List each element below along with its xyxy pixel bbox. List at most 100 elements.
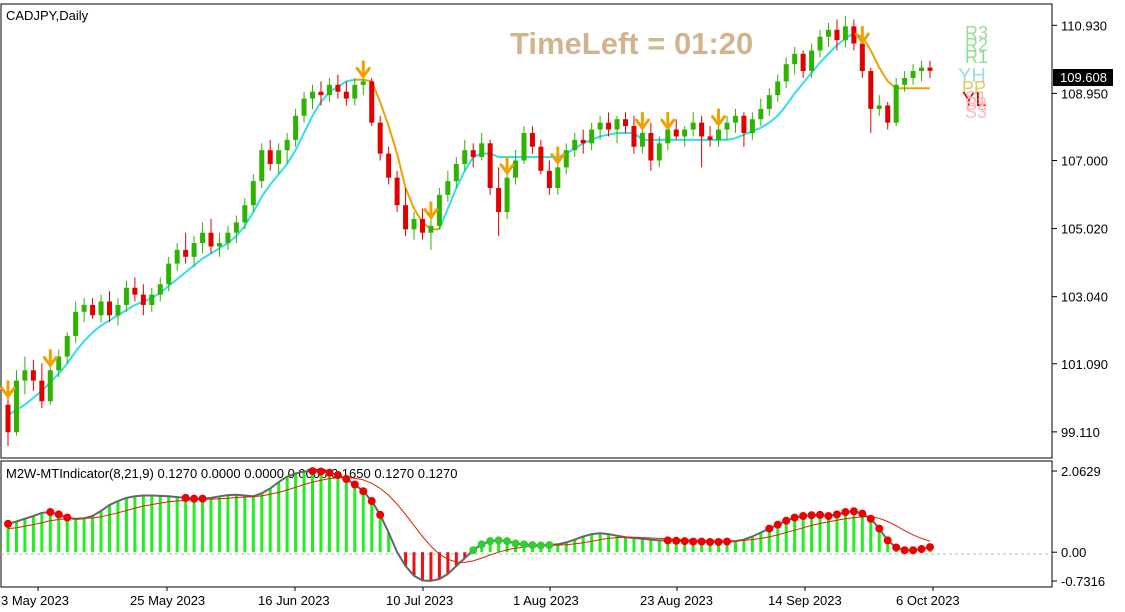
signal-line-segment — [802, 72, 813, 84]
signal-line-segment — [83, 331, 94, 342]
candle-body — [631, 126, 637, 147]
arrow-chevron — [854, 32, 870, 45]
time-tick-label: 10 Jul 2023 — [386, 593, 453, 608]
indicator-dot-red — [689, 537, 698, 546]
indicator-dot-red — [367, 497, 376, 506]
indicator-dot-red — [765, 524, 774, 533]
candle-body — [284, 139, 290, 151]
indicator-panel[interactable]: M2W-MTIndicator(8,21,9) 0.1270 0.0000 0.… — [0, 460, 1053, 588]
signal-line-segment — [455, 170, 466, 189]
candle-body — [656, 143, 662, 161]
signal-line-segment — [235, 225, 246, 237]
candle-body — [521, 132, 527, 161]
indicator-dot-red — [706, 537, 715, 546]
indicator-dot-green — [486, 537, 495, 546]
signal-line-segment — [878, 67, 889, 82]
candle-body — [132, 287, 138, 295]
candle-body — [648, 132, 654, 161]
symbol-label: CADJPY,Daily — [6, 8, 89, 23]
indicator-dot-red — [790, 513, 799, 522]
candle-body — [64, 335, 70, 357]
candle-body — [724, 122, 730, 130]
pivot-label-s1: S1 — [965, 88, 987, 108]
signal-line-segment — [202, 252, 212, 260]
candle-body — [267, 150, 273, 164]
candle-body — [707, 136, 713, 140]
indicator-dot-green — [469, 546, 478, 555]
candle-body — [335, 84, 341, 92]
candle-body — [208, 232, 214, 247]
down-arrow-signal-icon — [499, 156, 515, 176]
current-price-box — [1053, 69, 1113, 86]
candle-body — [597, 122, 603, 130]
indicator-dot-green — [477, 540, 486, 549]
candle-body — [445, 181, 451, 195]
price-panel[interactable]: CADJPY,Daily TimeLeft = 01:20 R3R2R1YHPP… — [0, 3, 1053, 459]
candle-body — [716, 129, 722, 140]
candle-body — [310, 91, 316, 99]
indicator-dot-red — [714, 537, 723, 546]
current-price-label: 109.608 — [1060, 70, 1107, 85]
signal-line-segment — [269, 173, 280, 186]
candle-body — [817, 36, 823, 51]
candle-body — [90, 304, 96, 316]
signal-line-segment — [243, 211, 255, 227]
candles-layer — [5, 16, 933, 446]
candle-body — [157, 284, 163, 295]
indicator-dot-red — [832, 510, 841, 519]
candle-body — [513, 160, 519, 178]
candle-body — [81, 304, 87, 312]
arrow-chevron — [634, 118, 650, 131]
candle-body — [436, 194, 442, 226]
indicator-dot-red — [782, 516, 791, 525]
signal-line-segment — [24, 397, 35, 406]
signal-line-segment — [252, 196, 263, 213]
time-tick-label: 6 Oct 2023 — [896, 593, 960, 608]
indicator-dot-red — [359, 487, 368, 496]
indicator-dot-red — [54, 510, 63, 519]
indicator-dot-red — [63, 513, 72, 522]
indicator-dot-red — [858, 509, 867, 518]
time-tick-label: 1 Aug 2023 — [513, 593, 579, 608]
indicator-dot-red — [883, 536, 892, 545]
signal-line-segment — [303, 115, 314, 134]
indicator-tick-label: -0.7316 — [1061, 574, 1105, 589]
signal-line-segment — [363, 78, 372, 83]
pivot-label-yh: YH — [958, 65, 986, 87]
candle-body — [766, 95, 772, 109]
candle-body — [183, 249, 189, 257]
indicator-dot-green — [494, 536, 503, 545]
indicator-dot-red — [4, 519, 12, 528]
candle-body — [809, 50, 815, 72]
signal-line-segment — [776, 104, 787, 117]
indicator-panel-frame — [0, 460, 1053, 588]
indicator-dot-red — [816, 510, 825, 519]
candle-body — [174, 249, 180, 264]
candle-body — [555, 167, 561, 189]
arrow-chevron — [711, 115, 727, 128]
indicator-dot-red — [926, 543, 934, 552]
down-arrow-signal-icon — [854, 26, 870, 45]
signal-line-segment — [66, 350, 77, 364]
down-arrow-signal-icon — [660, 112, 676, 131]
candle-body — [386, 153, 392, 178]
indicator-dot-green — [519, 540, 528, 549]
candle-body — [919, 67, 925, 72]
current-price-tag: 109.608 — [1053, 69, 1113, 86]
candle-body — [825, 29, 831, 37]
arrow-chevron — [355, 67, 371, 80]
candle-body — [910, 71, 916, 78]
indicator-dot-red — [917, 545, 926, 554]
indicator-dot-red — [198, 494, 207, 503]
time-tick-label: 3 May 2023 — [1, 593, 69, 608]
candle-body — [538, 146, 544, 171]
indicator-dot-red — [308, 467, 317, 476]
indicator-dot-red — [333, 471, 342, 480]
candle-body — [107, 301, 113, 316]
candle-body — [394, 177, 400, 206]
candle-body — [419, 218, 425, 233]
indicator-dot-red — [663, 536, 672, 545]
candle-body — [682, 129, 688, 137]
